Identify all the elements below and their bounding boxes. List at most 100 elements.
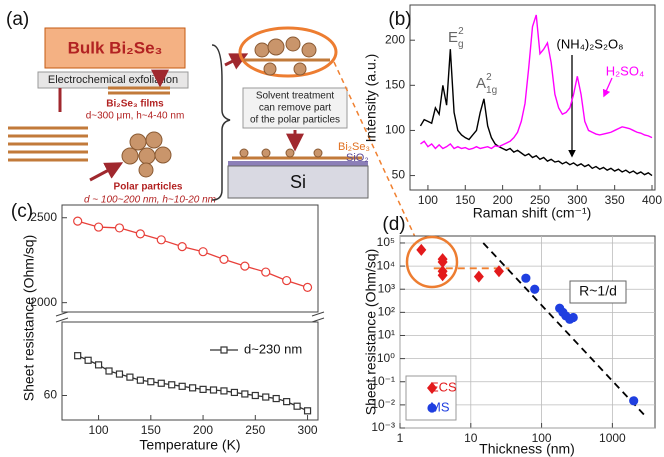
x-axis-label: Raman shift (cm⁻¹) <box>473 205 592 221</box>
marker <box>437 269 448 282</box>
series-line <box>420 14 653 151</box>
panel-label: (d) <box>382 214 405 235</box>
legend-swatch <box>220 346 228 354</box>
y-axis-label: Sheet resistance (Ohm/sq) <box>363 249 379 416</box>
marker <box>473 270 484 283</box>
plot-frame <box>61 321 319 421</box>
substrate-label: Si <box>290 172 306 192</box>
marker <box>303 407 312 415</box>
x-tick-label: 150 <box>455 193 475 207</box>
marker <box>568 312 578 323</box>
marker <box>240 261 250 271</box>
series-label: H₂SO₄ <box>606 63 645 78</box>
legend-swatch <box>427 403 437 413</box>
axis-break <box>312 313 324 321</box>
bulk-label: Bulk Bi₂Se₃ <box>68 38 163 57</box>
y-tick-label: 150 <box>385 77 405 91</box>
arrow <box>89 162 124 182</box>
x-axis-label: Thickness (nm) <box>479 441 575 457</box>
y-tick-label: 10¹ <box>378 328 395 342</box>
plot-frame <box>61 204 319 313</box>
y-tick-label: 10² <box>378 305 395 319</box>
marker <box>156 235 166 245</box>
marker <box>84 356 92 364</box>
marker <box>493 265 504 278</box>
y-tick-label: 100 <box>385 123 405 137</box>
marker <box>198 247 208 257</box>
y-tick-label: 2000 <box>30 295 57 309</box>
marker <box>136 376 144 384</box>
marker <box>220 387 228 395</box>
coated-film <box>244 36 330 76</box>
marker <box>74 352 82 360</box>
panel-label: (a) <box>6 9 29 30</box>
marker <box>416 243 427 256</box>
marker <box>437 256 448 269</box>
marker <box>73 216 83 226</box>
y-tick-label: 10⁻³ <box>371 420 395 434</box>
marker <box>105 367 113 375</box>
film-stack <box>8 86 170 162</box>
marker <box>94 361 103 369</box>
x-tick-label: 250 <box>530 193 550 207</box>
marker <box>147 378 155 386</box>
marker <box>251 391 259 400</box>
annotation: A1g 2 <box>476 72 497 96</box>
marker <box>283 398 291 406</box>
panel-label: (c) <box>11 201 33 222</box>
oxide-label: SiO₂ <box>346 152 369 164</box>
annotation: Eg 2 <box>448 26 464 50</box>
x-tick-label: 200 <box>493 193 513 207</box>
marker <box>135 229 145 239</box>
y-tick-label: 10⁻² <box>371 397 395 411</box>
legend-label: d~230 nm <box>244 341 302 356</box>
y-tick-label: 10³ <box>378 281 395 295</box>
marker <box>189 384 197 392</box>
arrow <box>58 70 160 112</box>
pointer <box>602 77 613 98</box>
y-tick-label: 200 <box>385 32 405 46</box>
marker <box>219 254 229 264</box>
marker <box>209 386 218 394</box>
particles <box>121 131 172 178</box>
highlight <box>405 235 459 289</box>
marker <box>126 373 134 381</box>
chart: 100 150 200 250 300 60 Temperature (K) d~230 nm <box>44 321 319 453</box>
y-tick-label: 50 <box>392 168 406 182</box>
marker <box>530 284 540 294</box>
marker <box>115 370 124 378</box>
y-tick-label: 60 <box>44 388 58 402</box>
marker <box>199 385 207 393</box>
x-tick-label: 10 <box>464 431 478 445</box>
legend-label: ECS <box>430 379 457 394</box>
x-tick-label: 100 <box>418 193 438 207</box>
note-line: can remove part <box>259 103 331 114</box>
marker <box>93 222 104 232</box>
films-title: Bi₂Se₃ films <box>106 99 164 110</box>
device <box>227 148 369 199</box>
marker <box>114 223 125 233</box>
x-tick-label: 250 <box>245 423 265 437</box>
y-tick-label: 10⁴ <box>376 258 395 272</box>
marker <box>178 382 186 390</box>
films-size: d~300 μm, h~4-40 nm <box>86 111 185 122</box>
x-tick-label: 300 <box>567 193 587 207</box>
y-tick-label: 10⁰ <box>377 351 395 365</box>
x-tick-label: 100 <box>532 431 552 445</box>
panel-a: (a) Bulk Bi₂Se₃ Electrochemical exfoliat… <box>6 9 423 253</box>
highlight <box>238 26 338 78</box>
x-tick-label: 300 <box>298 423 318 437</box>
chart: 100 150 200 250 300 350 400 50 100 150 200 (b) Raman… <box>363 4 662 221</box>
bulk-box <box>44 27 186 69</box>
marker <box>177 242 187 252</box>
marker <box>521 273 531 283</box>
axis-break <box>56 313 68 321</box>
chart: 1 10 100 1000 10⁻³ 10⁻² 10⁻¹ 10⁰ 10¹ 10² 10³ 10⁴ 10⁵… <box>363 214 656 457</box>
plot-frame <box>409 4 656 191</box>
marker <box>629 396 639 406</box>
marker <box>168 381 176 389</box>
particles-title: Polar particles <box>114 182 183 193</box>
x-tick-label: 200 <box>193 423 213 437</box>
axis-break <box>55 311 69 323</box>
